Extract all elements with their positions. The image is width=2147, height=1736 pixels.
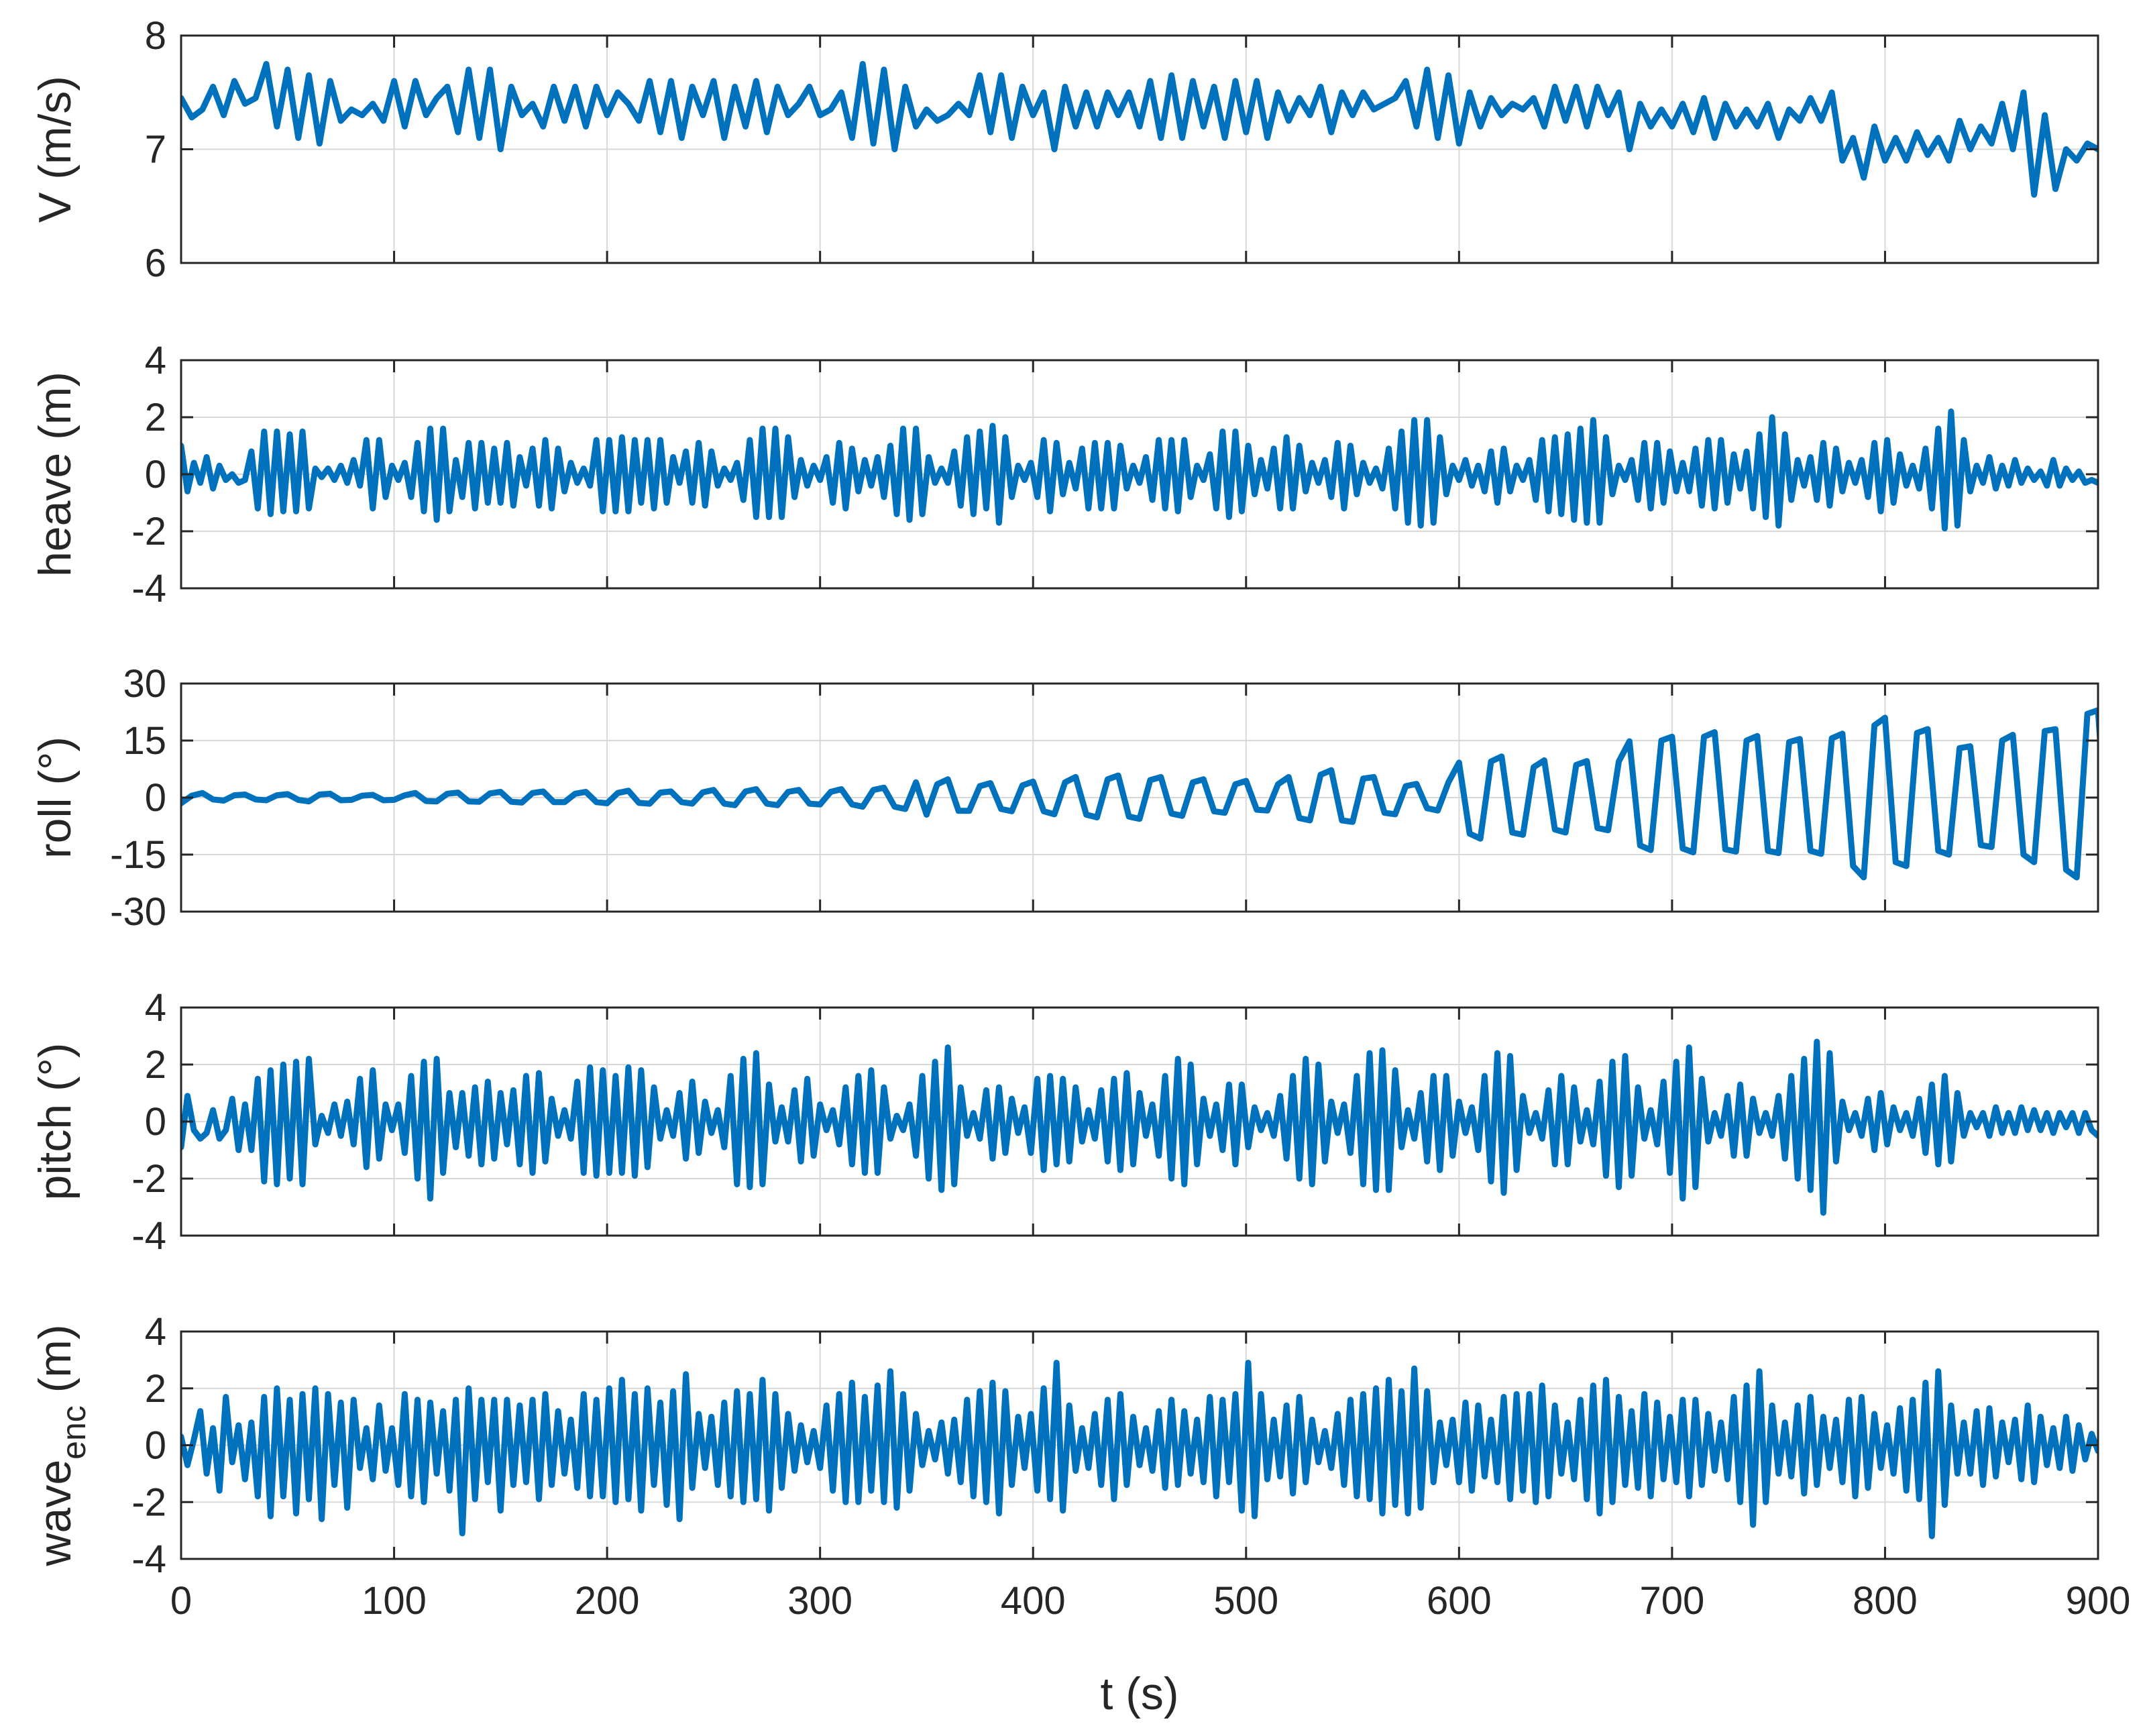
x-tick-label: 300 xyxy=(787,1579,852,1623)
x-tick-label: 600 xyxy=(1427,1579,1492,1623)
y-tick-label: 2 xyxy=(145,1043,166,1087)
panel-heave: -4 -2 0 2 4 heave (m) xyxy=(30,339,2099,610)
y-tick-label: 15 xyxy=(123,719,166,763)
x-tick-label: 900 xyxy=(2066,1579,2131,1623)
panel-V: 6 7 8 V (m/s) xyxy=(30,14,2099,285)
y-tick-label: 0 xyxy=(145,453,166,496)
y-tick-label: 2 xyxy=(145,1367,166,1411)
y-tick-label: 4 xyxy=(145,986,166,1030)
y-tick-label: -4 xyxy=(131,1214,166,1258)
series-line-wave xyxy=(181,1360,2098,1539)
y-tick-label: -15 xyxy=(110,833,166,877)
x-tick-label: 200 xyxy=(575,1579,640,1623)
y-axis-label: heave (m) xyxy=(30,372,80,577)
y-tick-label: -2 xyxy=(131,1480,166,1524)
x-axis-label: t (s) xyxy=(1100,1668,1178,1719)
y-axis-label: V (m/s) xyxy=(30,76,80,223)
y-tick-label: -4 xyxy=(131,567,166,610)
y-tick-label: -2 xyxy=(131,1157,166,1201)
y-tick-label: 0 xyxy=(145,1424,166,1468)
y-axis-label: roll (°) xyxy=(30,737,80,859)
y-axis-label: pitch (°) xyxy=(30,1042,80,1200)
panel-roll: -30 -15 0 15 30 roll (°) xyxy=(30,662,2099,934)
y-tick-label: 4 xyxy=(145,1310,166,1354)
series-line-roll xyxy=(181,707,2098,881)
y-tick-label: -4 xyxy=(131,1537,166,1581)
panel-pitch: -4 -2 0 2 4 pitch (°) xyxy=(30,986,2099,1258)
y-tick-label: 8 xyxy=(145,14,166,58)
y-tick-label: -2 xyxy=(131,510,166,553)
panel-wave: -4 -2 0 2 4 0 100 200 300 400 500 600 700 800 900 wavee… xyxy=(30,1310,2130,1623)
y-tick-label: 7 xyxy=(145,128,166,172)
panels-layer: 6 7 8 V (m/s) -4 -2 0 2 4 heave (m) -30 -15 0 15 30 rol… xyxy=(30,14,2130,1623)
y-axis-label: waveenc (m) xyxy=(30,1324,93,1566)
x-tick-label: 0 xyxy=(170,1579,192,1623)
x-tick-label: 100 xyxy=(362,1579,427,1623)
x-tick-label: 400 xyxy=(1001,1579,1066,1623)
series-line-V xyxy=(181,60,2098,198)
y-tick-label: 30 xyxy=(123,662,166,706)
y-tick-label: 0 xyxy=(145,1100,166,1144)
x-tick-label: 800 xyxy=(1853,1579,1918,1623)
y-tick-label: 0 xyxy=(145,776,166,820)
series-line-heave xyxy=(181,409,2098,532)
y-tick-label: 6 xyxy=(145,241,166,285)
y-tick-label: 2 xyxy=(145,396,166,439)
y-tick-label: -30 xyxy=(110,890,166,934)
series-line-pitch xyxy=(181,1038,2098,1216)
y-tick-label: 4 xyxy=(145,339,166,382)
x-tick-label: 500 xyxy=(1213,1579,1278,1623)
x-tick-label: 700 xyxy=(1639,1579,1704,1623)
